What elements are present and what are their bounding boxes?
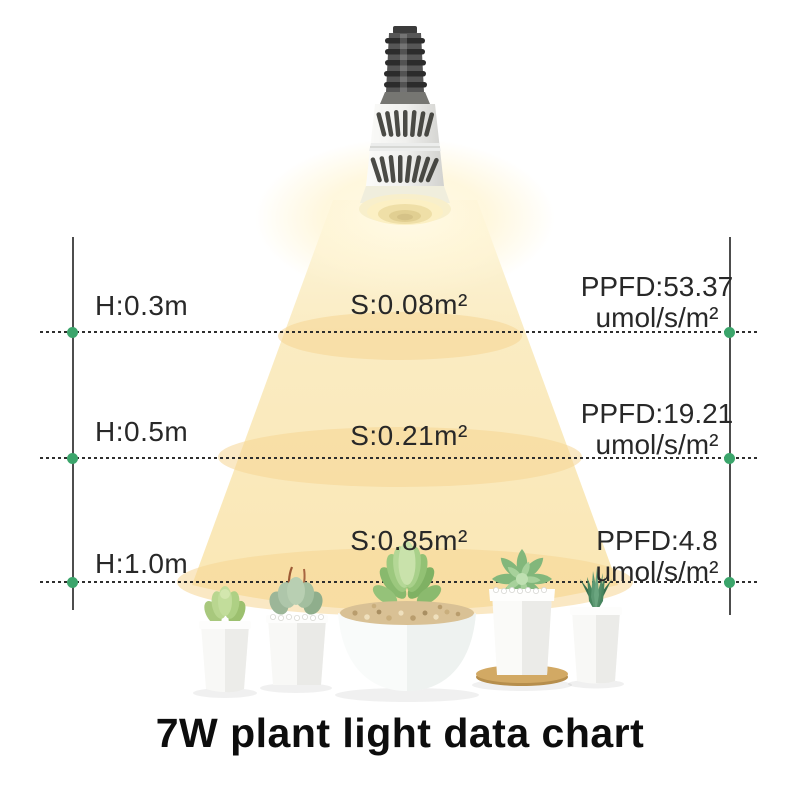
ppfd-value-1: PPFD:53.37 <box>580 271 734 302</box>
bulb-heatsink-body <box>366 104 444 186</box>
succulent-pot-3 <box>338 541 476 691</box>
grow-light-bulb-image <box>359 26 451 225</box>
light-cone <box>192 200 618 611</box>
ppfd-unit-1: umol/s/m² <box>595 302 719 333</box>
ppfd-unit-2: umol/s/m² <box>595 429 719 460</box>
spiky-succulent <box>580 567 612 613</box>
height-label-2: H:0.5m <box>95 416 189 447</box>
gravel-pebbles <box>352 603 461 621</box>
marker-dot-left-1 <box>67 327 78 338</box>
ppfd-label-1: PPFD:53.37 umol/s/m² <box>557 271 757 333</box>
ppfd-label-3: PPFD:4.8 umol/s/m² <box>557 525 757 587</box>
ppfd-value-3: PPFD:4.8 <box>596 525 718 556</box>
height-line-0-5m <box>40 457 758 459</box>
succulent-pot-5 <box>570 567 622 684</box>
height-line-0-3m <box>40 331 758 333</box>
area-label-2: S:0.21m² <box>350 420 468 451</box>
height-label-1: H:0.3m <box>95 290 189 321</box>
right-height-axis-line <box>729 237 731 615</box>
left-height-axis-line <box>72 237 74 610</box>
marker-dot-right-3 <box>724 577 735 588</box>
page-title: 7W plant light data chart <box>155 710 645 756</box>
succulent-pot-4 <box>476 549 568 686</box>
ppfd-label-2: PPFD:19.21 umol/s/m² <box>557 398 757 460</box>
ppfd-value-2: PPFD:19.21 <box>580 398 734 429</box>
height-label-3: H:1.0m <box>95 548 189 579</box>
marker-dot-right-2 <box>724 453 735 464</box>
ppfd-unit-3: umol/s/m² <box>595 556 719 587</box>
marker-dot-right-1 <box>724 327 735 338</box>
bulb-lens <box>359 186 451 225</box>
light-spread-ellipse-1 <box>278 312 522 360</box>
area-label-1: S:0.08m² <box>350 289 468 320</box>
succulent-pot-1 <box>199 586 251 693</box>
bulb-screw-base <box>380 26 430 104</box>
marker-dot-left-3 <box>67 577 78 588</box>
marker-dot-left-2 <box>67 453 78 464</box>
succulent-pot-2 <box>266 566 328 685</box>
succulent-plants-image <box>193 541 624 702</box>
area-label-3: S:0.85m² <box>350 525 468 556</box>
